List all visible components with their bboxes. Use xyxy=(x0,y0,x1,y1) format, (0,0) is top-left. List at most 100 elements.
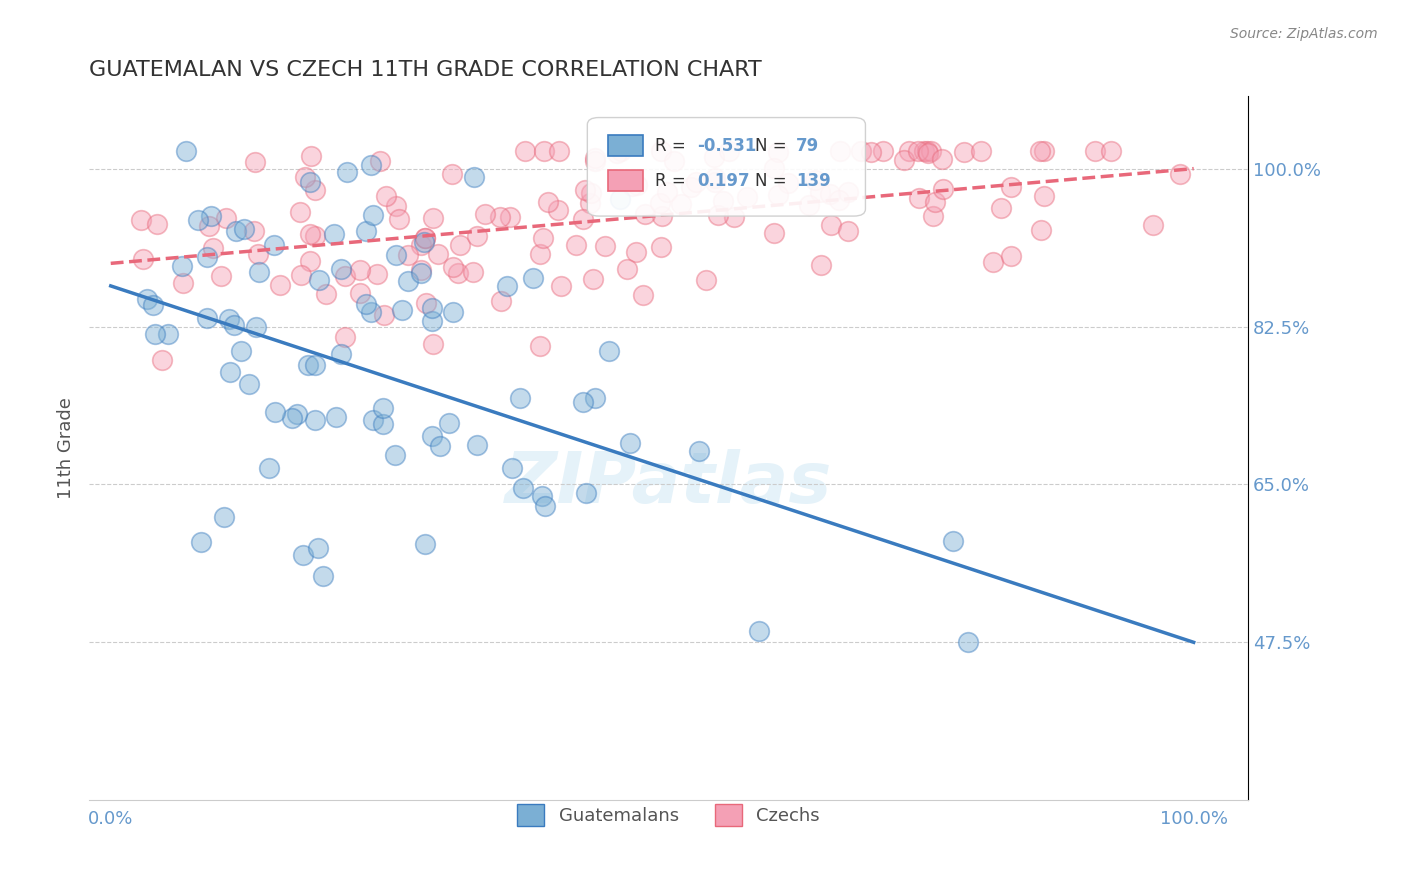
Czechs xyxy=(908,190,931,204)
Guatemalans xyxy=(312,569,335,583)
Guatemalans xyxy=(413,537,436,551)
Czechs xyxy=(776,176,799,190)
Czechs xyxy=(441,260,464,275)
Guatemalans xyxy=(583,391,606,405)
Czechs xyxy=(198,219,221,234)
Czechs xyxy=(498,211,520,225)
Guatemalans xyxy=(222,318,245,332)
Guatemalans xyxy=(323,227,346,241)
Czechs xyxy=(294,169,316,184)
Czechs xyxy=(333,269,356,284)
Czechs xyxy=(650,240,672,254)
Czechs xyxy=(529,246,551,260)
Guatemalans xyxy=(371,401,394,416)
Czechs xyxy=(422,211,444,225)
Czechs xyxy=(921,210,943,224)
Y-axis label: 11th Grade: 11th Grade xyxy=(58,398,75,500)
Czechs xyxy=(548,144,571,158)
Guatemalans xyxy=(190,534,212,549)
Czechs xyxy=(849,144,872,158)
Czechs xyxy=(633,288,655,302)
Czechs xyxy=(409,263,432,277)
Text: R =: R = xyxy=(655,172,690,190)
Guatemalans xyxy=(396,274,419,288)
Czechs xyxy=(413,230,436,244)
Czechs xyxy=(1000,249,1022,263)
Czechs xyxy=(315,287,337,301)
Czechs xyxy=(373,308,395,322)
Guatemalans xyxy=(441,304,464,318)
Guatemalans xyxy=(329,262,352,277)
Bar xyxy=(609,136,643,156)
Czechs xyxy=(531,231,554,245)
Guatemalans xyxy=(264,405,287,419)
Czechs xyxy=(766,187,789,202)
Czechs xyxy=(917,145,939,160)
Czechs xyxy=(1032,144,1054,158)
Czechs xyxy=(1000,179,1022,194)
Guatemalans xyxy=(195,250,218,264)
Guatemalans xyxy=(156,326,179,341)
Guatemalans xyxy=(360,305,382,319)
Czechs xyxy=(1029,223,1052,237)
Czechs xyxy=(583,151,606,165)
Guatemalans xyxy=(297,358,319,372)
Czechs xyxy=(572,212,595,227)
Czechs xyxy=(387,212,409,227)
Czechs xyxy=(703,171,725,186)
Guatemalans xyxy=(299,175,322,189)
Guatemalans xyxy=(329,347,352,361)
Czechs xyxy=(131,252,153,267)
Czechs xyxy=(803,173,825,187)
Guatemalans xyxy=(463,169,485,184)
Czechs xyxy=(837,224,859,238)
Text: 79: 79 xyxy=(796,136,820,154)
Czechs xyxy=(366,268,388,282)
Czechs xyxy=(990,201,1012,215)
Guatemalans xyxy=(598,344,620,359)
Text: GUATEMALAN VS CZECH 11TH GRADE CORRELATION CHART: GUATEMALAN VS CZECH 11TH GRADE CORRELATI… xyxy=(89,60,762,79)
Czechs xyxy=(703,150,725,164)
Guatemalans xyxy=(385,248,408,262)
Czechs xyxy=(970,144,993,158)
Czechs xyxy=(172,276,194,290)
Guatemalans xyxy=(225,224,247,238)
Czechs xyxy=(333,329,356,343)
Czechs xyxy=(304,183,326,197)
Guatemalans xyxy=(195,311,218,326)
Czechs xyxy=(820,218,842,232)
Czechs xyxy=(245,154,267,169)
Czechs xyxy=(1142,219,1164,233)
Czechs xyxy=(1168,167,1191,181)
Czechs xyxy=(593,239,616,253)
Czechs xyxy=(489,210,512,224)
Czechs xyxy=(550,279,572,293)
Text: R =: R = xyxy=(655,136,690,154)
Czechs xyxy=(797,197,820,211)
Czechs xyxy=(704,174,727,188)
Guatemalans xyxy=(465,438,488,452)
Guatemalans xyxy=(176,144,198,158)
Czechs xyxy=(447,266,470,280)
Czechs xyxy=(209,269,232,284)
Czechs xyxy=(385,199,408,213)
Guatemalans xyxy=(257,460,280,475)
Czechs xyxy=(915,144,938,158)
Guatemalans xyxy=(501,461,523,475)
Guatemalans xyxy=(170,259,193,273)
Czechs xyxy=(574,183,596,197)
Czechs xyxy=(983,255,1005,269)
Czechs xyxy=(830,144,852,158)
Czechs xyxy=(669,196,692,211)
Czechs xyxy=(763,226,786,240)
Czechs xyxy=(202,241,225,255)
Legend: Guatemalans, Czechs: Guatemalans, Czechs xyxy=(510,797,827,833)
Guatemalans xyxy=(304,358,326,372)
Guatemalans xyxy=(942,533,965,548)
Czechs xyxy=(533,144,555,158)
Czechs xyxy=(620,179,643,194)
Czechs xyxy=(461,265,484,279)
Czechs xyxy=(1032,188,1054,202)
Guatemalans xyxy=(420,314,443,328)
Guatemalans xyxy=(508,391,530,405)
